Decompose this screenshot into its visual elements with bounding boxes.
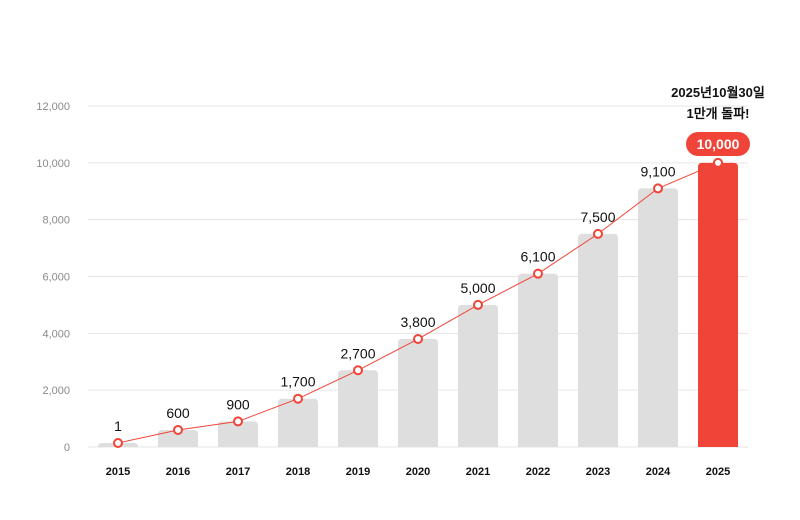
y-tick-label: 4,000 (42, 328, 70, 340)
point-2019 (353, 365, 363, 376)
bar-2021 (458, 304, 498, 447)
point-2018 (293, 393, 303, 404)
bar-2016 (158, 429, 198, 447)
bar-2024 (638, 188, 678, 448)
x-tick-label: 2021 (466, 466, 490, 478)
data-label: 9,100 (640, 163, 675, 179)
data-label: 600 (166, 405, 190, 421)
bar-2019 (338, 370, 378, 447)
x-tick-label: 2018 (286, 466, 310, 478)
data-label: 2,700 (340, 345, 375, 361)
data-label: 900 (226, 396, 250, 412)
point-2015 (113, 438, 123, 448)
y-tick-label: 12,000 (36, 101, 70, 113)
annotation-line1: 2025년10월30일 (671, 85, 765, 100)
bar-2017 (218, 421, 258, 447)
point-2022 (533, 268, 543, 279)
x-tick-label: 2023 (586, 466, 610, 478)
x-tick-label: 2020 (406, 466, 430, 478)
point-2016 (173, 424, 183, 435)
point-2023 (593, 228, 603, 239)
bar-2020 (398, 339, 438, 447)
data-label: 10,000 (697, 136, 740, 152)
y-tick-label: 8,000 (42, 215, 70, 227)
data-label: 1,700 (280, 374, 315, 390)
bar-2018 (278, 398, 318, 447)
highlight-badge (686, 132, 750, 156)
bar-2025 (698, 162, 738, 448)
x-tick-label: 2015 (106, 466, 130, 478)
x-tick-label: 2022 (526, 466, 550, 478)
bar-2022 (518, 273, 558, 447)
bar-2023 (578, 233, 618, 447)
x-tick-label: 2017 (226, 466, 250, 478)
x-tick-label: 2016 (166, 466, 190, 478)
y-tick-label: 2,000 (42, 385, 70, 397)
point-2017 (233, 416, 243, 427)
point-2024 (653, 183, 663, 194)
point-2021 (473, 299, 483, 310)
data-label: 6,100 (520, 249, 555, 265)
data-label: 7,500 (580, 209, 615, 225)
x-tick-label: 2025 (706, 466, 730, 478)
annotation-line2: 1만개 돌파! (686, 106, 749, 121)
point-2020 (413, 334, 423, 345)
x-tick-label: 2024 (646, 466, 671, 478)
y-tick-label: 10,000 (36, 158, 70, 170)
point-2025 (713, 157, 723, 168)
y-tick-label: 6,000 (42, 272, 70, 284)
y-tick-label: 0 (64, 442, 70, 454)
data-label: 3,800 (400, 314, 435, 330)
data-label: 1 (114, 418, 122, 434)
x-tick-label: 2019 (346, 466, 370, 478)
data-label: 5,000 (460, 280, 495, 296)
